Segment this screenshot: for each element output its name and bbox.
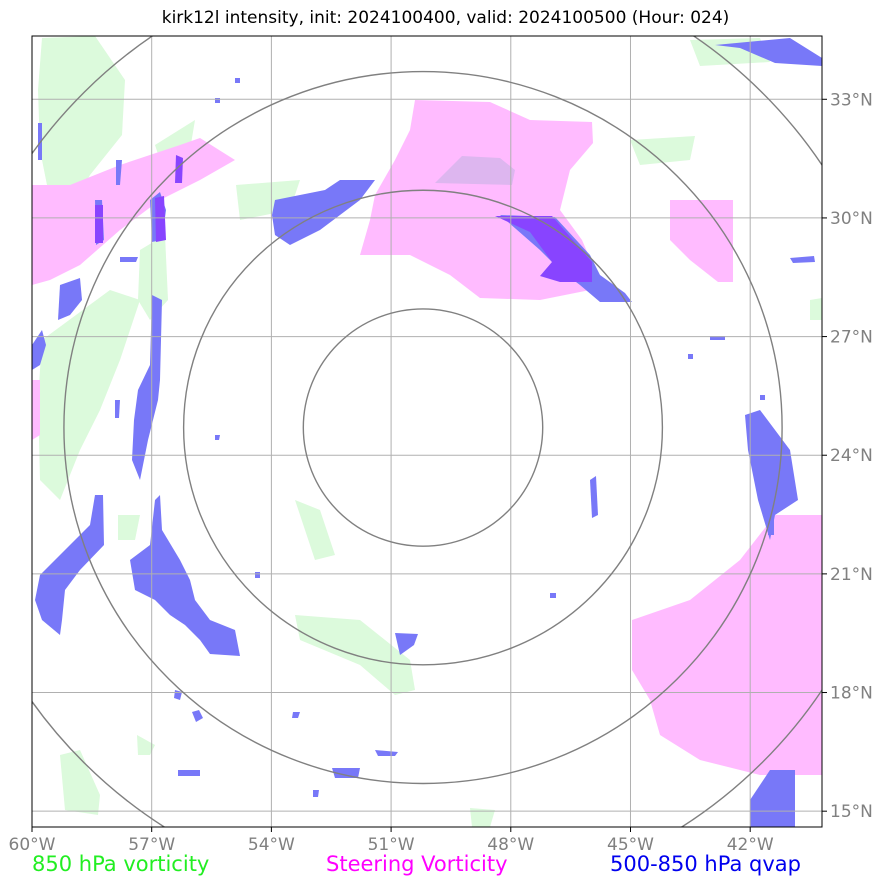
plot-frame bbox=[31, 35, 823, 828]
gridlines bbox=[32, 36, 822, 827]
lat-tick-label: 21°N bbox=[830, 565, 873, 585]
map-title: kirk12l intensity, init: 2024100400, val… bbox=[161, 8, 730, 28]
lon-tick-label: 57°W bbox=[128, 835, 175, 855]
legend-qvap: 500-850 hPa qvap bbox=[610, 852, 801, 876]
lon-tick-label: 60°W bbox=[9, 835, 56, 855]
lat-tick-label: 24°N bbox=[830, 446, 873, 466]
lat-tick-label: 33°N bbox=[830, 90, 873, 110]
lon-tick-label: 42°W bbox=[727, 835, 774, 855]
lat-tick-label: 18°N bbox=[830, 684, 873, 704]
legend-steering-vorticity: Steering Vorticity bbox=[326, 852, 508, 876]
lon-tick-label: 51°W bbox=[368, 835, 415, 855]
qvap-layer bbox=[32, 38, 822, 827]
lon-tick-label: 48°W bbox=[487, 835, 534, 855]
lon-tick-label: 54°W bbox=[248, 835, 295, 855]
lat-tick-label: 27°N bbox=[830, 328, 873, 348]
lat-tick-label: 30°N bbox=[830, 209, 873, 229]
latitude-axis: 15°N 18°N 21°N 24°N 27°N 30°N 33°N bbox=[822, 90, 873, 822]
legend-850-vorticity: 850 hPa vorticity bbox=[32, 852, 210, 876]
lon-tick-label: 45°W bbox=[607, 835, 654, 855]
steering-vorticity-layer bbox=[32, 100, 822, 775]
vorticity-850-layer bbox=[38, 36, 822, 827]
range-ring-9deg bbox=[63, 70, 783, 785]
steering-overlap-mauve bbox=[435, 156, 515, 185]
range-ring-3deg bbox=[302, 308, 544, 547]
range-ring-6deg bbox=[182, 189, 664, 666]
lat-tick-label: 15°N bbox=[830, 802, 873, 822]
qvap-steering-overlap-layer bbox=[95, 155, 592, 282]
longitude-axis: 60°W 57°W 54°W 51°W 48°W 45°W 42°W bbox=[9, 827, 774, 855]
